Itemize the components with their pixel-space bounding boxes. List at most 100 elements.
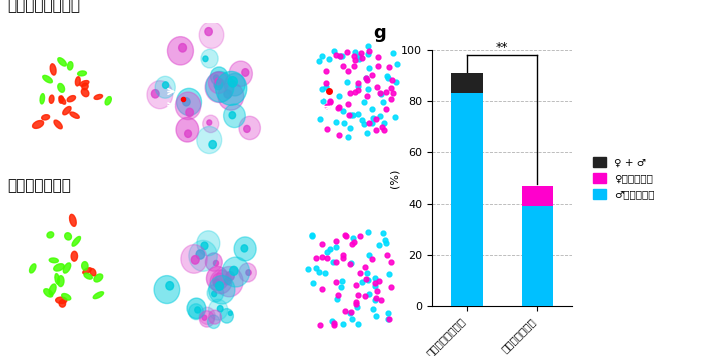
Ellipse shape (49, 258, 58, 263)
Circle shape (184, 130, 192, 137)
Circle shape (214, 80, 222, 90)
Bar (451, 93, 483, 306)
Ellipse shape (49, 284, 56, 295)
Circle shape (199, 22, 224, 48)
Ellipse shape (63, 106, 71, 115)
Ellipse shape (67, 96, 76, 102)
Circle shape (206, 72, 234, 102)
Circle shape (202, 315, 207, 320)
Ellipse shape (94, 274, 103, 282)
Circle shape (210, 67, 228, 86)
Circle shape (243, 125, 250, 132)
Circle shape (229, 112, 235, 119)
Circle shape (225, 73, 245, 96)
Y-axis label: (%): (%) (390, 168, 400, 188)
Text: f: f (286, 213, 292, 226)
Circle shape (163, 82, 168, 88)
Circle shape (192, 256, 199, 264)
Ellipse shape (44, 289, 53, 297)
Circle shape (215, 267, 243, 297)
Circle shape (179, 43, 186, 52)
Ellipse shape (59, 300, 66, 307)
Circle shape (207, 284, 224, 302)
Circle shape (210, 270, 232, 294)
Ellipse shape (62, 294, 71, 300)
Ellipse shape (81, 89, 89, 97)
Bar (521, 206, 553, 306)
Ellipse shape (50, 64, 56, 75)
Circle shape (228, 311, 233, 315)
Ellipse shape (42, 75, 53, 83)
Circle shape (218, 82, 243, 110)
Circle shape (213, 279, 220, 286)
Ellipse shape (58, 276, 64, 287)
Circle shape (183, 98, 190, 106)
Ellipse shape (40, 94, 45, 104)
Ellipse shape (32, 121, 44, 129)
Circle shape (213, 260, 218, 266)
Circle shape (155, 76, 175, 98)
Ellipse shape (82, 83, 88, 90)
Text: 3 μm: 3 μm (14, 138, 35, 147)
Text: g: g (373, 24, 386, 42)
Circle shape (209, 141, 217, 149)
Ellipse shape (71, 251, 78, 261)
Circle shape (154, 276, 180, 304)
Bar (521, 186, 553, 206)
Circle shape (209, 276, 235, 304)
Circle shape (246, 270, 251, 276)
Circle shape (176, 117, 199, 142)
Circle shape (212, 291, 217, 297)
Text: c: c (286, 33, 294, 46)
Ellipse shape (90, 268, 96, 276)
Circle shape (197, 231, 220, 256)
Circle shape (215, 282, 223, 290)
Ellipse shape (78, 71, 86, 76)
Text: 3 μm: 3 μm (14, 318, 35, 327)
Ellipse shape (55, 274, 60, 284)
Circle shape (215, 71, 247, 105)
Ellipse shape (76, 77, 80, 86)
Ellipse shape (93, 292, 104, 299)
Circle shape (224, 90, 232, 98)
Circle shape (217, 305, 223, 312)
Ellipse shape (70, 112, 79, 118)
Circle shape (229, 61, 253, 87)
Circle shape (222, 257, 250, 287)
Legend: ♀ + ♂, ♀染色体異常, ♂染色体異常: ♀ + ♂, ♀染色体異常, ♂染色体異常 (589, 152, 659, 204)
Ellipse shape (72, 236, 81, 246)
Ellipse shape (58, 58, 66, 66)
Circle shape (239, 263, 256, 282)
Text: b: b (148, 33, 157, 46)
Text: e: e (148, 213, 157, 226)
Circle shape (239, 116, 261, 140)
Circle shape (181, 245, 207, 273)
Circle shape (196, 250, 204, 259)
Circle shape (189, 240, 217, 271)
Circle shape (212, 273, 226, 287)
Text: 細胞質減少卵子: 細胞質減少卵子 (7, 178, 71, 193)
Circle shape (234, 237, 256, 261)
Ellipse shape (68, 62, 73, 70)
Circle shape (166, 282, 174, 290)
Circle shape (230, 80, 236, 87)
Ellipse shape (63, 263, 71, 273)
Circle shape (203, 56, 208, 62)
Circle shape (189, 304, 203, 320)
Ellipse shape (94, 94, 102, 99)
Ellipse shape (59, 96, 63, 103)
Circle shape (230, 266, 238, 275)
Circle shape (241, 245, 248, 252)
Ellipse shape (30, 264, 36, 273)
Ellipse shape (84, 273, 92, 279)
Circle shape (209, 72, 228, 94)
Circle shape (228, 77, 238, 87)
Circle shape (225, 278, 231, 285)
Circle shape (207, 120, 212, 125)
Circle shape (214, 282, 217, 287)
Ellipse shape (80, 80, 89, 86)
Circle shape (176, 92, 201, 120)
Ellipse shape (49, 95, 54, 103)
Ellipse shape (58, 83, 65, 92)
Circle shape (205, 253, 222, 271)
